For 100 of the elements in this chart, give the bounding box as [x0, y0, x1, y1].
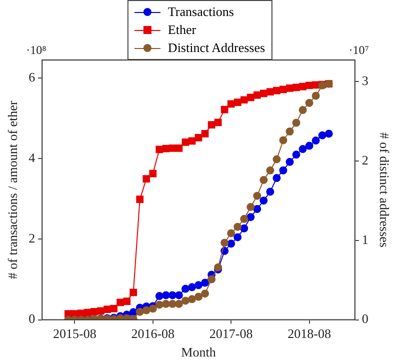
- point: [136, 308, 144, 316]
- point: [208, 121, 216, 129]
- point: [272, 174, 281, 182]
- point: [104, 306, 111, 314]
- y-tick-label: 4: [28, 150, 36, 166]
- point: [240, 224, 248, 232]
- point: [298, 106, 307, 114]
- legend-label: Ether: [166, 22, 198, 38]
- x-tick-label: 2018-08: [288, 326, 331, 342]
- point: [280, 86, 287, 94]
- point: [286, 158, 294, 166]
- point: [318, 131, 326, 140]
- point: [194, 292, 202, 301]
- point: [298, 145, 307, 154]
- point: [253, 205, 262, 214]
- point: [208, 275, 216, 284]
- point: [130, 288, 138, 296]
- x-tick-label: 2016-08: [131, 326, 175, 342]
- y2-tick-label: 1: [362, 232, 368, 247]
- point: [286, 128, 294, 136]
- point: [90, 308, 98, 316]
- point: [279, 166, 288, 174]
- legend-label: Transactions: [166, 4, 235, 20]
- point: [234, 233, 242, 242]
- point: [324, 130, 333, 138]
- point: [272, 155, 281, 164]
- point: [174, 300, 183, 308]
- point: [246, 94, 254, 102]
- point: [162, 144, 170, 152]
- point: [201, 278, 210, 287]
- text: ·10⁷: [348, 43, 369, 58]
- point: [292, 118, 300, 127]
- point: [305, 98, 314, 107]
- point: [253, 192, 262, 200]
- point: [136, 196, 144, 204]
- point: [194, 134, 202, 142]
- point: [227, 100, 235, 108]
- point: [123, 298, 130, 305]
- point: [175, 144, 183, 152]
- point: [266, 88, 274, 96]
- point: [110, 304, 118, 312]
- point: [266, 188, 274, 196]
- point: [142, 306, 150, 314]
- point: [156, 146, 164, 154]
- y2-tick-label: 2: [362, 152, 368, 168]
- point: [201, 290, 210, 298]
- y2-tick-label: 0: [362, 311, 368, 326]
- point: [227, 229, 236, 238]
- point: [174, 291, 183, 300]
- point: [181, 284, 190, 293]
- point: [188, 295, 196, 304]
- point: [305, 142, 314, 150]
- point: [149, 170, 157, 178]
- point: [266, 166, 274, 174]
- point: [312, 92, 320, 100]
- point: [168, 144, 176, 152]
- point: [155, 300, 164, 309]
- legend-label: Distinct Addresses: [166, 40, 266, 56]
- point: [227, 240, 236, 248]
- point: [246, 213, 255, 222]
- point: [188, 283, 196, 292]
- point: [122, 314, 131, 320]
- point: [201, 130, 209, 138]
- point: [279, 136, 288, 144]
- point: [148, 304, 157, 313]
- point: [260, 176, 268, 184]
- point: [162, 300, 170, 308]
- text: ·10⁸: [26, 43, 46, 58]
- point: [240, 96, 248, 104]
- x-tick-label: 2015-08: [53, 326, 96, 342]
- point: [312, 136, 320, 145]
- point: [246, 202, 255, 211]
- point: [214, 118, 222, 126]
- y2-tick-label: 3: [362, 72, 368, 88]
- x-tick-label: 2017-08: [209, 326, 253, 342]
- point: [194, 281, 202, 290]
- point: [182, 138, 190, 146]
- point: [220, 238, 229, 247]
- point: [181, 296, 190, 305]
- point: [234, 98, 242, 106]
- y-tick-label: 6: [28, 70, 36, 85]
- y-tick-label: 0: [28, 311, 36, 326]
- y-axis-title: # of transactions / amount of ether: [5, 100, 20, 280]
- point: [306, 82, 313, 90]
- point: [292, 150, 300, 159]
- point: [260, 196, 268, 205]
- point: [168, 300, 176, 308]
- point: [273, 86, 280, 94]
- y-tick-label: 2: [28, 230, 36, 246]
- point: [234, 222, 242, 231]
- y2-axis-title: # of distinct addresses: [376, 132, 392, 248]
- point: [220, 106, 228, 114]
- point: [286, 84, 294, 92]
- point: [292, 84, 300, 92]
- x-axis-title: Month: [181, 344, 216, 360]
- point: [240, 214, 248, 223]
- point: [155, 292, 164, 300]
- point: [299, 82, 306, 90]
- point: [260, 90, 268, 98]
- point: [142, 175, 150, 183]
